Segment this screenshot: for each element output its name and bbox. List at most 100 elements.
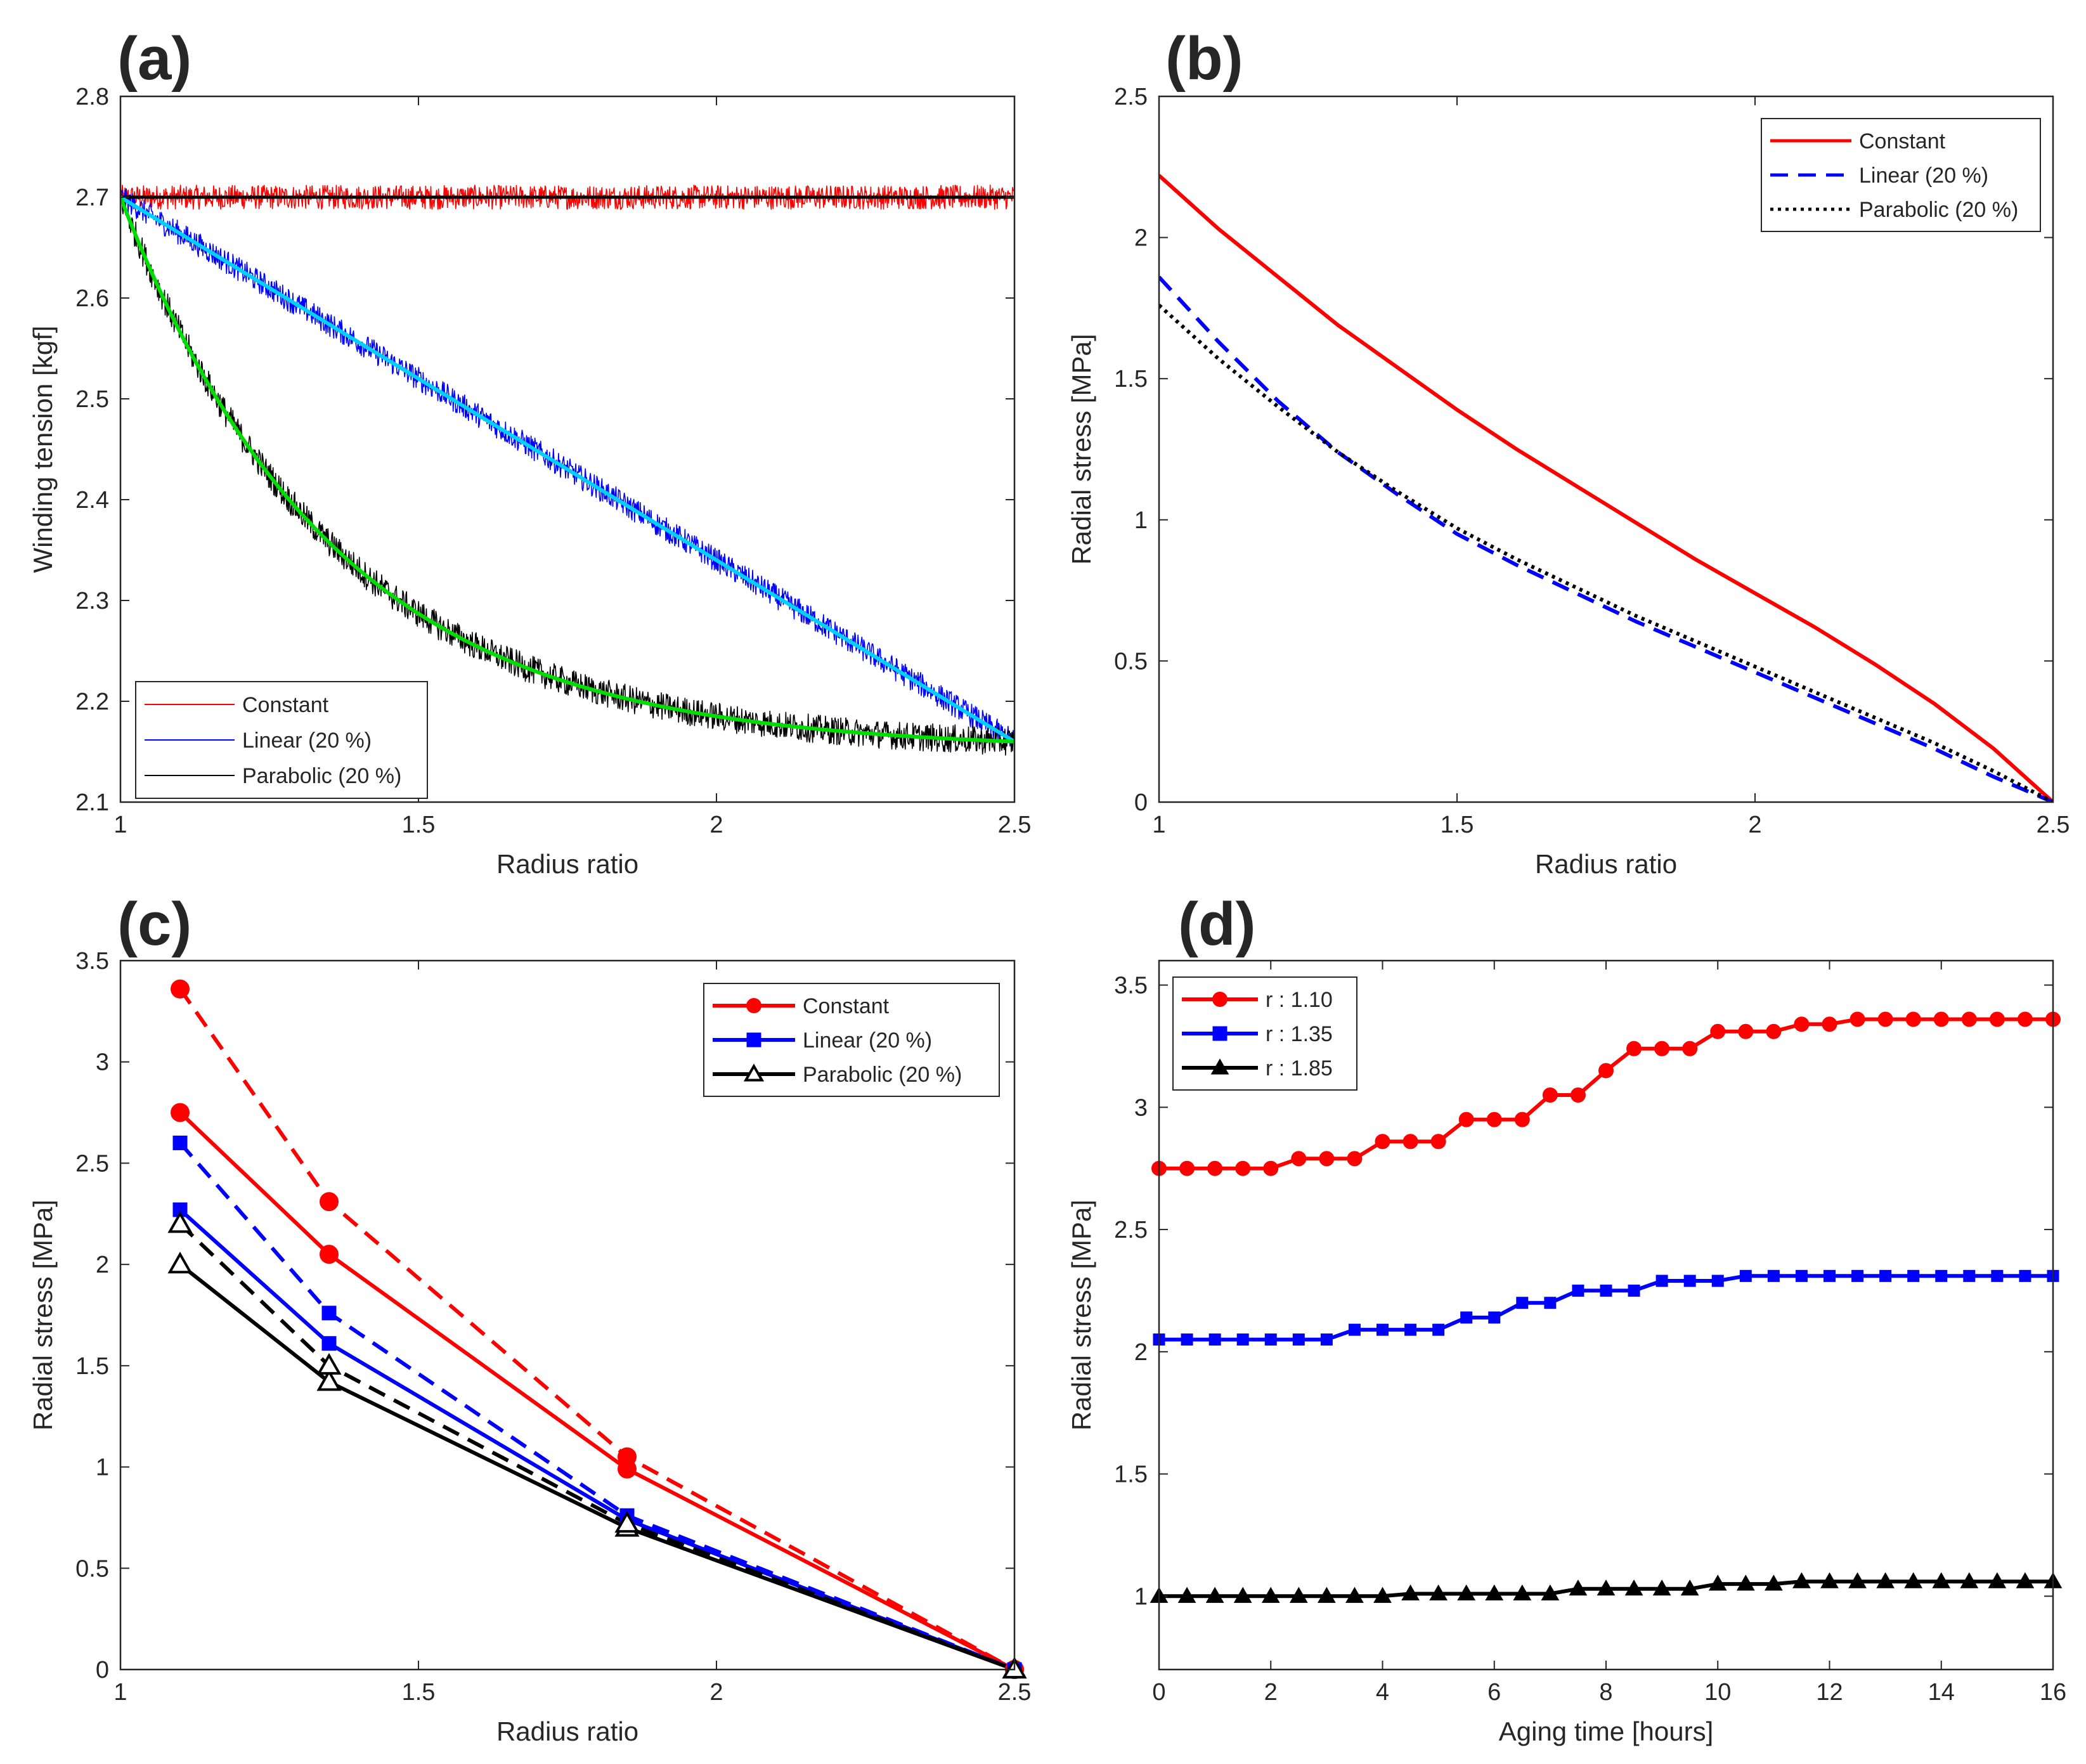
data-point [2016,1572,2035,1588]
series-line-parabolic-aged- [178,1222,1014,1670]
data-point [320,1192,339,1212]
legend-marker [743,1063,765,1082]
x-axis-label: Radius ratio [496,1716,638,1746]
data-point [1736,1574,1755,1591]
data-point [316,1369,342,1391]
series-line-parabolic-20- [179,1262,1014,1670]
legend-label: r : 1.10 [1266,988,1333,1012]
legend-marker [746,1032,761,1047]
data-point [1795,1269,1808,1282]
x-tick-label: 6 [1487,1679,1501,1706]
data-point [1516,1297,1529,1309]
panel-c-label: (c) [117,890,191,958]
data-point [1767,1269,1780,1282]
data-point [1739,1269,1752,1282]
y-tick-label: 0 [1134,789,1148,816]
x-tick-label: 2 [709,1679,723,1706]
legend: Constant Linear (20 %) Parabolic (20 %) [135,681,428,799]
data-point [1373,1586,1392,1603]
data-point [1181,1333,1193,1346]
x-tick-label: 1.5 [402,812,436,838]
data-point [2019,1269,2031,1282]
series-line-constant [120,185,1014,210]
y-tick-label: 2.2 [75,689,109,715]
y-tick-label: 2.4 [75,487,109,514]
data-point [1261,1586,1280,1603]
data-point [320,1245,339,1264]
data-point [1208,1333,1221,1346]
data-point [1738,1023,1754,1039]
data-point [171,1103,190,1122]
data-point [1458,1112,1474,1127]
data-point [1570,1087,1586,1103]
data-point [1989,1011,2005,1027]
data-point [1626,1041,1642,1056]
data-point [1485,1584,1504,1600]
data-point [1652,1579,1671,1596]
y-tick-label: 2.5 [75,1150,109,1177]
y-tick-label: 2.7 [75,185,109,211]
data-point [1960,1572,1979,1588]
data-point [1236,1333,1249,1346]
data-point [1624,1579,1643,1596]
data-point [1513,1584,1532,1600]
x-tick-label: 1 [1152,812,1165,838]
y-tick-label: 1 [96,1455,109,1481]
data-point [1486,1112,1502,1127]
x-tick-label: 2.5 [2037,812,2070,838]
data-point [1320,1333,1333,1346]
legend-label: Linear (20 %) [242,729,372,753]
data-point [1850,1011,1865,1027]
data-point [1628,1284,1640,1297]
legend-label: Constant [803,994,890,1018]
y-tick-label: 3.5 [75,948,109,975]
data-point [1179,1160,1195,1176]
data-point [1207,1160,1223,1176]
data-point [1460,1311,1473,1324]
panel-a-winding-tension: (a) 1 1.5 2 2.5 2.1 2.2 2.3 2.4 2.5 2.6 2.7 2.8 Radi… [28,25,1031,879]
data-point [167,1211,193,1233]
data-point [1348,1323,1361,1336]
axes-frame [1158,959,2054,1671]
data-point [1708,1574,1727,1591]
x-tick-label: 2.5 [998,1679,1032,1706]
x-tick-label: 8 [1599,1679,1612,1706]
y-tick-label: 1.5 [1114,366,1148,392]
data-point [1932,1572,1951,1588]
y-tick-label: 3.5 [1114,973,1148,999]
x-tick-label: 16 [2040,1679,2066,1706]
data-point [1765,1574,1783,1591]
data-point [1877,1011,1893,1027]
x-tick-label: 2.5 [998,812,1032,838]
y-tick-label: 3 [1134,1094,1148,1121]
data-point [1680,1579,1699,1596]
panel-a-label: (a) [117,25,191,93]
data-point [1766,1023,1782,1039]
plot-data [178,987,1014,1670]
legend-marker [1212,992,1228,1007]
legend-label: r : 1.85 [1266,1056,1333,1080]
x-tick-label: 2 [1748,812,1761,838]
y-tick-label: 0 [96,1657,109,1683]
y-tick-label: 0.5 [1114,648,1148,675]
data-point [1598,1063,1614,1079]
data-point [1457,1584,1476,1600]
legend-label: Parabolic (20 %) [242,764,401,788]
x-tick-label: 14 [1928,1679,1955,1706]
series-line-linear-target [120,195,1014,744]
data-point [1404,1323,1417,1336]
series-line-linear-20- [1159,275,2053,802]
data-point [171,979,190,999]
x-axis-label: Radius ratio [1535,849,1677,879]
x-tick-label: 1 [113,812,127,838]
y-tick-label: 2.1 [75,789,109,816]
data-point [1569,1579,1588,1596]
y-tick-label: 2.5 [75,386,109,413]
data-point [1542,1087,1558,1103]
plot-data [120,185,1014,756]
legend: Constant Linear (20 %) Parabolic (20 %) [703,983,1000,1097]
data-point [1794,1016,1810,1032]
data-point [1654,1041,1670,1056]
data-point [1820,1572,1839,1588]
x-tick-label: 2 [1264,1679,1278,1706]
